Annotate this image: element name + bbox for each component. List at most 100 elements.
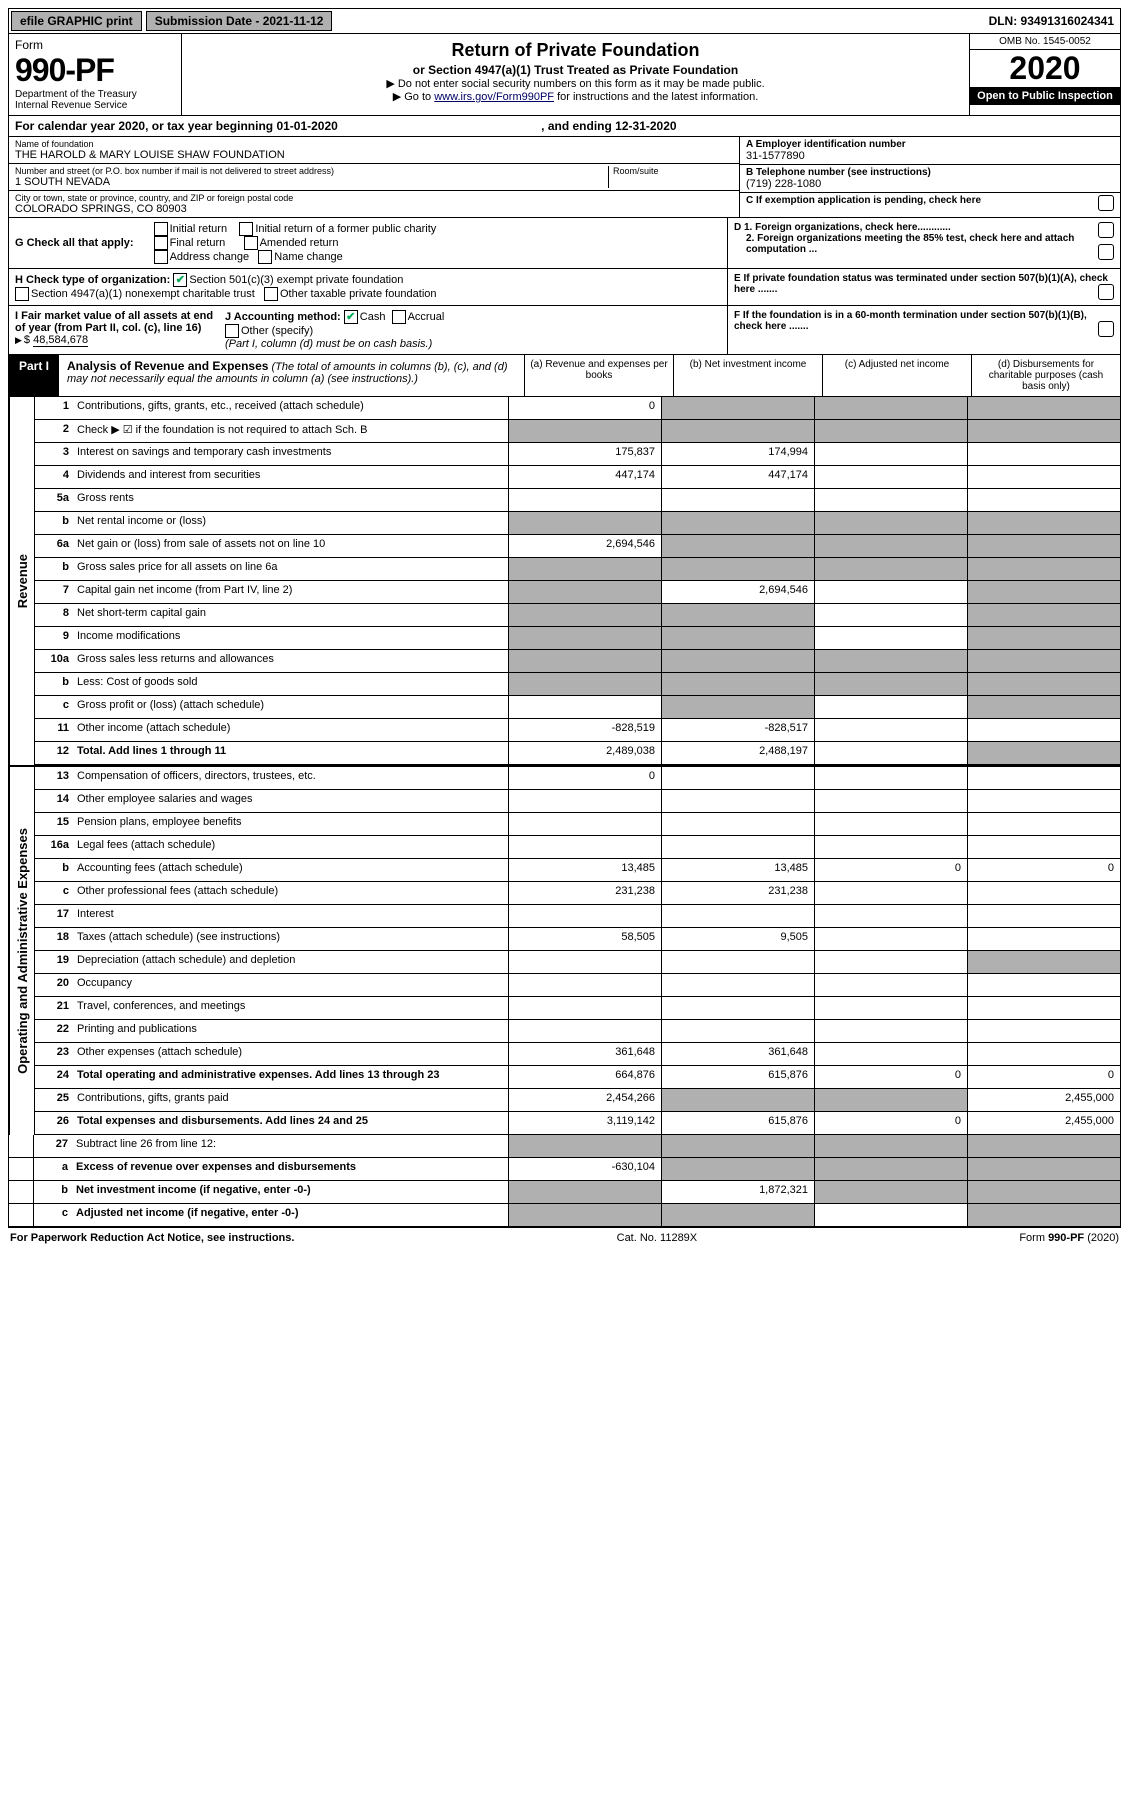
- cb-accrual[interactable]: [392, 310, 406, 324]
- line-desc: Total expenses and disbursements. Add li…: [73, 1112, 508, 1134]
- line-desc: Capital gain net income (from Part IV, l…: [73, 581, 508, 603]
- footer-mid: Cat. No. 11289X: [617, 1232, 698, 1244]
- line-l13: 13 Compensation of officers, directors, …: [35, 767, 1120, 790]
- cb-501c3[interactable]: [173, 273, 187, 287]
- cb-initial-former[interactable]: [239, 222, 253, 236]
- cb-initial[interactable]: [154, 222, 168, 236]
- line-l21: 21 Travel, conferences, and meetings: [35, 997, 1120, 1020]
- c-checkbox[interactable]: [1098, 195, 1114, 211]
- cell-a: -630,104: [508, 1158, 661, 1180]
- expenses-label: Operating and Administrative Expenses: [13, 820, 32, 1082]
- cell-a: 447,174: [508, 466, 661, 488]
- cell-c: [814, 1204, 967, 1226]
- line-desc: Less: Cost of goods sold: [73, 673, 508, 695]
- cb-name-change[interactable]: [258, 250, 272, 264]
- omb: OMB No. 1545-0052: [970, 34, 1120, 50]
- cell-c: [814, 466, 967, 488]
- cell-a: [508, 558, 661, 580]
- cb-amended[interactable]: [244, 236, 258, 250]
- dln: DLN: 93491316024341: [983, 12, 1120, 30]
- line-num: 6a: [35, 535, 73, 557]
- cell-b: [661, 1020, 814, 1042]
- cell-b: [661, 767, 814, 789]
- cell-d: [967, 905, 1120, 927]
- cell-b: [661, 1135, 814, 1157]
- line-l8: 8 Net short-term capital gain: [35, 604, 1120, 627]
- cell-a: [508, 951, 661, 973]
- cell-b: [661, 558, 814, 580]
- cell-b: 2,488,197: [661, 742, 814, 764]
- cell-d: [967, 790, 1120, 812]
- line-desc: Excess of revenue over expenses and disb…: [72, 1158, 508, 1180]
- line-l19: 19 Depreciation (attach schedule) and de…: [35, 951, 1120, 974]
- cb-d2[interactable]: [1098, 244, 1114, 260]
- cell-a: [508, 489, 661, 511]
- d1: D 1. Foreign organizations, check here..…: [734, 222, 1114, 233]
- cell-c: [814, 581, 967, 603]
- line-num: a: [34, 1158, 72, 1180]
- line-num: b: [35, 859, 73, 881]
- line-desc: Gross rents: [73, 489, 508, 511]
- cell-b: [661, 604, 814, 626]
- part1-num: Part I: [9, 355, 59, 396]
- cb-other-method[interactable]: [225, 324, 239, 338]
- e-label: E If private foundation status was termi…: [734, 273, 1108, 295]
- line-desc: Net investment income (if negative, ente…: [72, 1181, 508, 1203]
- cell-a: [508, 1020, 661, 1042]
- cb-e[interactable]: [1098, 284, 1114, 300]
- cell-a: [508, 512, 661, 534]
- cell-b: [661, 512, 814, 534]
- line-l27: 27 Subtract line 26 from line 12:: [9, 1135, 1120, 1158]
- line-num: c: [35, 882, 73, 904]
- efile-btn[interactable]: efile GRAPHIC print: [11, 11, 142, 31]
- line-l26: 26 Total expenses and disbursements. Add…: [35, 1112, 1120, 1135]
- line-l5b: b Net rental income or (loss): [35, 512, 1120, 535]
- line-num: 11: [35, 719, 73, 741]
- cb-4947[interactable]: [15, 287, 29, 301]
- line-num: 12: [35, 742, 73, 764]
- line-desc: Gross profit or (loss) (attach schedule): [73, 696, 508, 718]
- cell-c: [814, 1158, 967, 1180]
- cell-d: [967, 581, 1120, 603]
- line-num: 8: [35, 604, 73, 626]
- cb-cash[interactable]: [344, 310, 358, 324]
- cell-c: [814, 604, 967, 626]
- cell-a: 3,119,142: [508, 1112, 661, 1134]
- line-desc: Adjusted net income (if negative, enter …: [72, 1204, 508, 1226]
- line-l7: 7 Capital gain net income (from Part IV,…: [35, 581, 1120, 604]
- revenue-label: Revenue: [13, 546, 32, 616]
- cell-a: [508, 1135, 661, 1157]
- cell-a: 58,505: [508, 928, 661, 950]
- line-num: 21: [35, 997, 73, 1019]
- cell-d: [967, 1204, 1120, 1226]
- line-l20: 20 Occupancy: [35, 974, 1120, 997]
- cell-d: [967, 558, 1120, 580]
- cb-d1[interactable]: [1098, 222, 1114, 238]
- addr-label: Number and street (or P.O. box number if…: [15, 166, 608, 176]
- cell-b: 1,872,321: [661, 1181, 814, 1203]
- cell-a: [508, 627, 661, 649]
- cell-b: 361,648: [661, 1043, 814, 1065]
- cell-b: -828,517: [661, 719, 814, 741]
- cell-c: [814, 719, 967, 741]
- line-desc: Legal fees (attach schedule): [73, 836, 508, 858]
- cell-d: [967, 650, 1120, 672]
- cell-b: [661, 836, 814, 858]
- cell-d: [967, 813, 1120, 835]
- cell-c: [814, 1089, 967, 1111]
- cb-addr-change[interactable]: [154, 250, 168, 264]
- line-l10a: 10a Gross sales less returns and allowan…: [35, 650, 1120, 673]
- cb-other-tax[interactable]: [264, 287, 278, 301]
- cell-c: [814, 1135, 967, 1157]
- line-desc: Taxes (attach schedule) (see instruction…: [73, 928, 508, 950]
- cell-d: [967, 420, 1120, 442]
- form-link[interactable]: www.irs.gov/Form990PF: [434, 91, 554, 103]
- line-desc: Income modifications: [73, 627, 508, 649]
- i-label: I Fair market value of all assets at end…: [15, 310, 213, 334]
- line-num: 19: [35, 951, 73, 973]
- cb-f[interactable]: [1098, 321, 1114, 337]
- cb-final[interactable]: [154, 236, 168, 250]
- cell-b: 174,994: [661, 443, 814, 465]
- cell-d: [967, 997, 1120, 1019]
- cell-c: [814, 790, 967, 812]
